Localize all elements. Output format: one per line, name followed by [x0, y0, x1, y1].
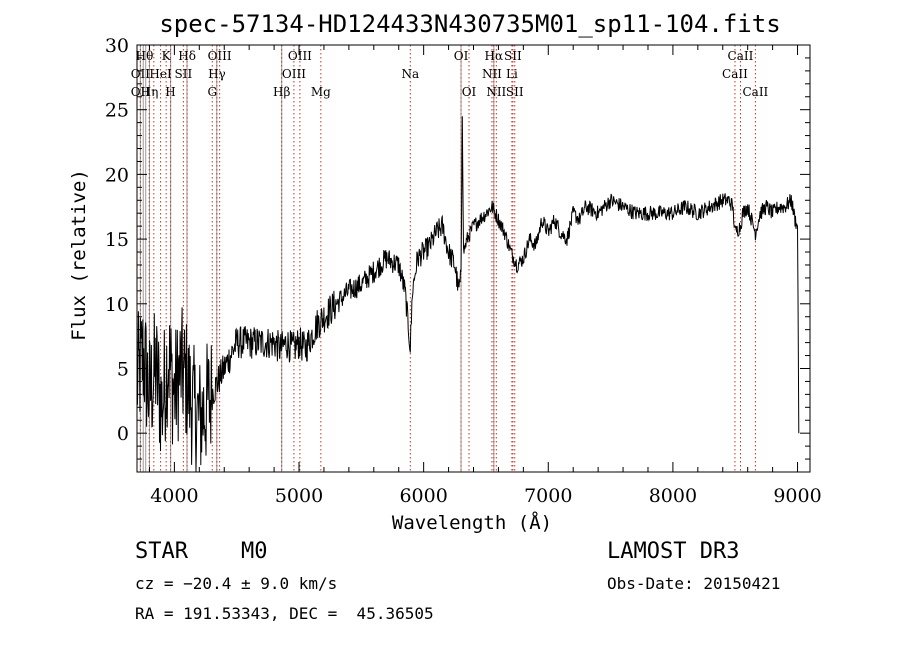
line-label-1-3: Hγ	[208, 67, 226, 81]
x-tick-label-6000: 6000	[399, 485, 447, 507]
y-tick-label-10: 10	[105, 294, 129, 316]
line-label-2-2: H	[165, 85, 175, 99]
line-label-1-6: NII	[482, 67, 502, 81]
line-label-1-0: OII	[131, 67, 151, 81]
coordinates-text: RA = 191.53343, DEC = 45.36505	[135, 604, 434, 623]
line-label-1-8: CaII	[722, 67, 748, 81]
line-label-1-1: HeI	[149, 67, 172, 81]
y-tick-label-30: 30	[105, 35, 129, 57]
obs-date-text: Obs-Date: 20150421	[607, 574, 781, 593]
line-label-0-3: OIII	[208, 49, 232, 63]
line-label-0-2: Hδ	[178, 49, 196, 63]
line-label-1-2: SII	[175, 67, 193, 81]
line-label-2-0: OII	[131, 85, 151, 99]
line-label-2-8: SII	[506, 85, 524, 99]
y-tick-label-0: 0	[117, 423, 129, 445]
line-label-0-0: Hθ	[136, 49, 154, 63]
plot-frame	[136, 44, 811, 473]
y-tick-label-15: 15	[105, 229, 129, 251]
chart-title: spec-57134-HD124433N430735M01_sp11-104.f…	[159, 10, 780, 38]
y-tick-label-5: 5	[117, 358, 129, 380]
spectral-lines	[139, 45, 756, 472]
subclass-label: M0	[241, 539, 268, 564]
line-label-2-3: G	[207, 85, 217, 99]
line-label-2-5: Mg	[311, 85, 331, 99]
line-label-0-4: OIII	[288, 49, 312, 63]
line-label-0-5: OI	[454, 49, 469, 63]
class-label: STAR	[135, 539, 188, 564]
survey-label: LAMOST DR3	[607, 539, 740, 564]
line-label-0-1: K	[162, 49, 172, 63]
line-label-1-5: Na	[401, 67, 419, 81]
line-label-2-9: CaII	[742, 85, 768, 99]
x-axis-label: Wavelength (Å)	[392, 511, 552, 534]
spectrum-series	[136, 116, 800, 473]
y-tick-label-20: 20	[105, 164, 129, 186]
line-label-0-6: Hα	[485, 49, 504, 63]
line-label-1-7: Li	[506, 67, 518, 81]
x-tick-label-5000: 5000	[275, 485, 323, 507]
line-label-2-7: NII	[486, 85, 506, 99]
line-label-0-7: SII	[504, 49, 522, 63]
axes: 4000 5000 6000 7000 8000 9000 0 5 10 15 20 25 30	[105, 35, 822, 507]
line-label-2-6: OI	[462, 85, 477, 99]
y-axis-label: Flux (relative)	[68, 169, 90, 341]
line-label-2-4: Hβ	[273, 85, 290, 99]
y-tick-label-25: 25	[105, 100, 129, 122]
x-tick-label-8000: 8000	[649, 485, 697, 507]
redshift-text: cz = −20.4 ± 9.0 km/s	[135, 574, 338, 593]
line-label-0-8: CaII	[728, 49, 754, 63]
x-tick-label-4000: 4000	[150, 485, 198, 507]
x-tick-label-7000: 7000	[524, 485, 572, 507]
flux-line	[136, 116, 800, 473]
line-label-2-1: Hη	[141, 85, 159, 99]
x-tick-label-9000: 9000	[773, 485, 821, 507]
line-label-1-4: OIII	[282, 67, 306, 81]
